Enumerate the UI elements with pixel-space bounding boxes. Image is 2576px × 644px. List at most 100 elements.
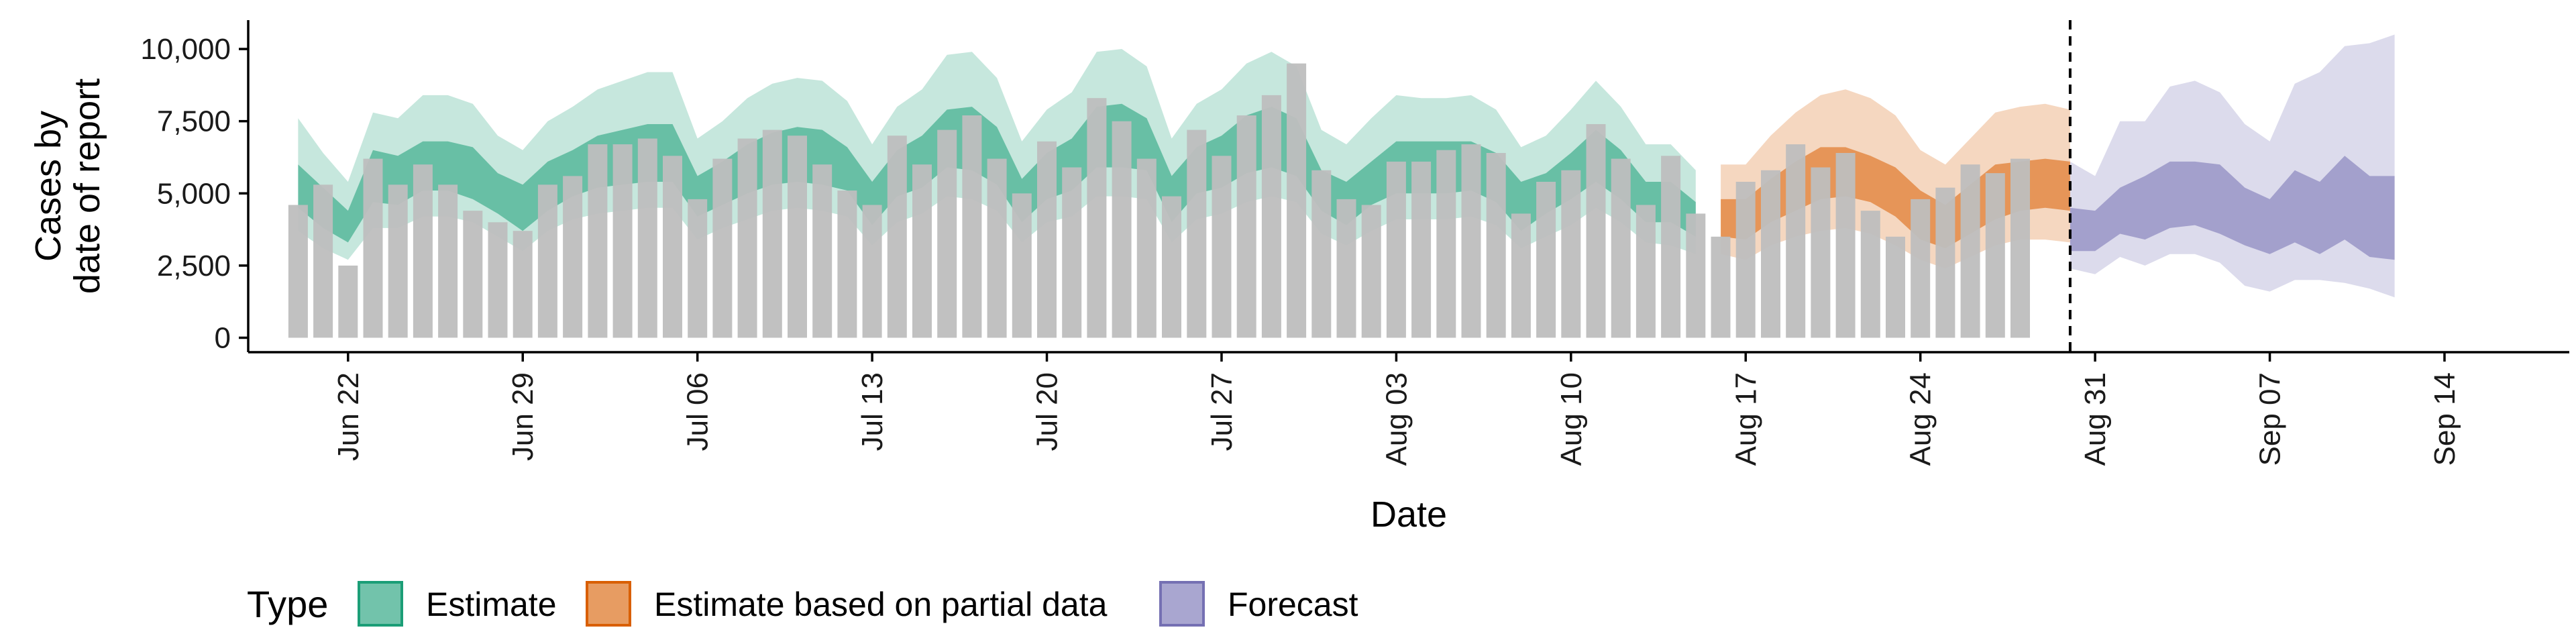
bar [563,176,583,338]
bar [1386,161,1406,338]
bar [288,205,308,338]
bar [1511,213,1531,338]
bar [1461,144,1481,338]
bar [1436,150,1456,338]
bar [1062,167,1082,338]
bar [1835,153,1856,338]
bar [1586,124,1606,338]
legend-label: Estimate based on partial data [654,586,1108,623]
bar [1361,205,1381,338]
bar [1935,187,1955,338]
x-tick-label: Aug 24 [1904,372,1937,466]
legend-title: Type [247,583,328,625]
y-axis-title-line-2: date of report [67,78,107,294]
bar [1536,182,1556,338]
bar [1860,211,1880,338]
bar [762,129,782,338]
bar [1336,199,1356,338]
bar [663,156,682,338]
bar [1112,121,1132,338]
bar [637,138,657,338]
bar [1012,193,1032,338]
legend-label: Estimate [426,586,557,623]
axes [247,20,2569,354]
bar [1136,158,1157,338]
y-axis-title-line-1: Cases by [28,111,68,262]
bar [363,158,383,338]
y-tick-label: 0 [215,321,231,354]
x-axis-ticks: Jun 22 Jun 29 Jul 06 Jul 13 Jul 20 Jul 27 Aug … [332,352,2461,466]
bar [438,184,458,338]
bar [862,205,882,338]
bar [1037,141,1057,338]
y-tick-label: 2,500 [157,250,231,282]
x-tick-label: Jun 29 [506,372,539,461]
x-tick-label: Aug 31 [2079,372,2112,466]
bar [962,115,982,338]
y-tick-label: 10,000 [140,33,231,66]
bar [737,138,757,338]
bar [788,136,807,338]
x-tick-label: Aug 17 [1729,372,1762,466]
bar [1162,196,1181,338]
bar [887,136,907,338]
bar [1686,213,1706,338]
bar [313,184,333,338]
x-tick-label: Aug 03 [1380,372,1413,466]
x-tick-label: Jul 06 [682,372,714,451]
bars-series [288,63,2030,338]
bar [1611,158,1631,338]
legend-swatch [586,581,631,627]
bar [712,158,733,338]
bar [837,191,857,338]
bar [1212,156,1232,338]
bar [338,265,358,338]
bar [1811,167,1831,338]
bar [612,144,633,338]
bar [987,158,1007,338]
bar [1960,164,1980,338]
bar [1236,115,1256,338]
bar [1761,170,1780,338]
bar [1561,170,1581,338]
bar [463,211,483,338]
bar [2010,158,2030,338]
x-axis-title: Date [1371,494,1447,535]
bar [488,222,508,338]
bar [937,129,957,338]
bar [1886,236,1905,338]
bar [1786,144,1806,338]
bar [1311,170,1332,338]
bar [1187,129,1207,338]
bar [588,144,608,338]
x-tick-label: Jul 27 [1205,372,1238,451]
bar [812,164,833,338]
band-50-estimate-based-on-partial-data [1721,147,2070,248]
y-axis-ticks: 0 2,500 5,000 7,500 10,000 [140,33,248,354]
bar [1985,173,2005,338]
bar [1486,153,1506,338]
bar [912,164,932,338]
bar [1735,182,1756,338]
x-tick-label: Aug 10 [1555,372,1588,466]
bar [1635,205,1656,338]
bar [1661,156,1681,338]
y-tick-label: 7,500 [157,105,231,138]
bar [1261,95,1281,338]
bar [388,184,408,338]
bar [537,184,557,338]
bar [688,199,708,338]
y-tick-label: 5,000 [157,177,231,210]
legend: Type Estimate Estimate based on partial d… [247,581,1358,627]
bar [1287,63,1307,338]
x-tick-label: Jul 13 [856,372,889,451]
bar [513,231,533,338]
x-tick-label: Sep 07 [2254,372,2287,466]
legend-swatch [358,581,403,627]
bar [1711,236,1731,338]
bar [413,164,433,338]
bar [1411,161,1432,338]
legend-label: Forecast [1228,586,1358,623]
